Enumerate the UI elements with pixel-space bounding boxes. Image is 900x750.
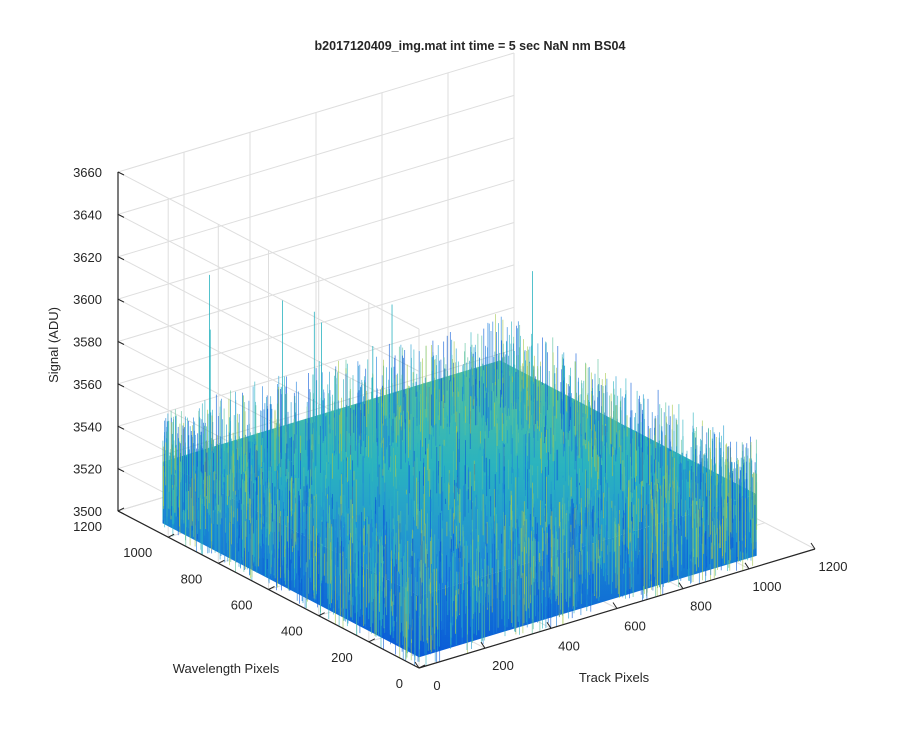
x-tick xyxy=(480,641,486,649)
x-tick xyxy=(744,562,750,570)
x-tick-label: 1000 xyxy=(753,579,782,594)
y-tick xyxy=(318,612,325,617)
y-tick-label: 200 xyxy=(331,650,353,665)
y-tick-label: 1200 xyxy=(73,519,102,534)
x-tick-label: 200 xyxy=(492,658,514,673)
z-tick xyxy=(117,256,125,261)
y-tick-label: 400 xyxy=(281,624,303,639)
z-tick xyxy=(117,171,125,176)
z-tick-label: 3620 xyxy=(73,250,102,265)
y-tick-label: 600 xyxy=(231,598,253,613)
z-tick xyxy=(117,298,125,303)
x-tick-label: 800 xyxy=(690,599,712,614)
y-tick xyxy=(218,559,225,564)
z-tick xyxy=(117,213,125,218)
x-tick xyxy=(810,542,816,550)
x-tick-label: 600 xyxy=(624,619,646,634)
surface-noise xyxy=(162,271,758,666)
z-tick xyxy=(117,383,125,388)
y-tick-label: 1000 xyxy=(123,545,152,560)
x-tick-label: 1200 xyxy=(819,559,848,574)
z-tick-label: 3600 xyxy=(73,292,102,307)
z-tick-label: 3580 xyxy=(73,335,102,350)
x-axis-label: Track Pixels xyxy=(579,670,650,685)
surface xyxy=(162,271,758,666)
z-tick-label: 3660 xyxy=(73,165,102,180)
x-tick xyxy=(612,602,618,609)
y-axis-label: Wavelength Pixels xyxy=(173,661,280,676)
z-tick-label: 3520 xyxy=(73,462,102,477)
y-tick xyxy=(117,507,125,512)
z-tick-label: 3540 xyxy=(73,419,102,434)
x-tick xyxy=(546,622,552,629)
z-tick xyxy=(117,341,125,345)
x-tick-label: 0 xyxy=(433,678,440,693)
y-tick xyxy=(418,664,426,669)
z-tick-label: 3500 xyxy=(73,504,102,519)
y-tick xyxy=(368,638,376,643)
y-tick xyxy=(268,586,275,590)
chart-title: b2017120409_img.mat int time = 5 sec NaN… xyxy=(315,39,626,53)
x-tick xyxy=(678,582,684,589)
x-tick xyxy=(414,661,420,669)
z-tick xyxy=(117,425,125,430)
z-tick xyxy=(117,468,125,473)
y-tick-label: 800 xyxy=(181,571,203,586)
z-tick xyxy=(117,510,125,515)
y-tick xyxy=(167,533,175,538)
axes xyxy=(117,171,816,669)
tick-labels: 0 200 400 600 800 1000 1200 0 200 400 600 800 1000 12… xyxy=(73,165,847,693)
x-tick-label: 400 xyxy=(558,638,580,653)
z-tick-label: 3560 xyxy=(73,377,102,392)
z-tick-label: 3640 xyxy=(73,207,102,222)
y-tick-label: 0 xyxy=(396,676,403,691)
z-axis-label: Signal (ADU) xyxy=(46,307,61,383)
